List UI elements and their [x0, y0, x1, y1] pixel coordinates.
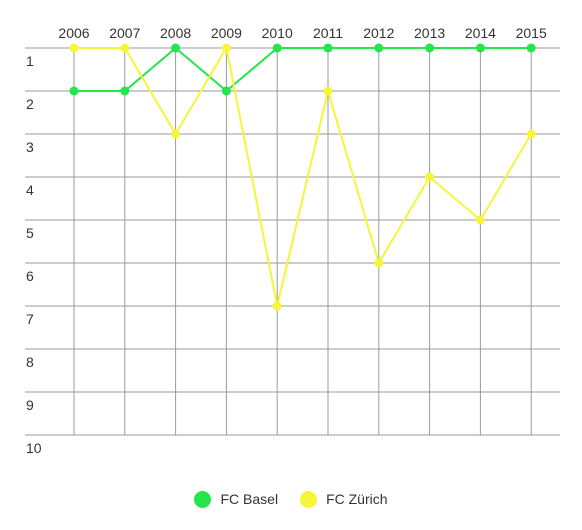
y-tick-label: 7 [26, 311, 34, 327]
legend-label: FC Basel [220, 491, 279, 507]
series-line [74, 47, 533, 307]
x-tick-label: 2008 [160, 25, 191, 41]
y-tick-label: 8 [26, 354, 34, 370]
series-fc-zurich [69, 43, 536, 311]
series-group [69, 43, 536, 311]
data-point[interactable] [272, 43, 282, 53]
y-tick-label: 9 [26, 397, 34, 413]
legend-label: FC Zürich [326, 491, 388, 507]
x-tick-label: 2012 [363, 25, 394, 41]
y-tick-label: 1 [26, 53, 34, 69]
data-point[interactable] [425, 43, 435, 53]
series-fc-basel [69, 43, 536, 96]
x-tick-label: 2013 [414, 25, 445, 41]
y-tick-label: 3 [26, 139, 34, 155]
y-tick-label: 2 [26, 96, 34, 112]
legend-swatch-fc-basel [194, 490, 212, 508]
x-tick-label: 2009 [211, 25, 242, 41]
y-tick-label: 6 [26, 268, 34, 284]
data-point[interactable] [475, 215, 485, 225]
data-point[interactable] [171, 129, 181, 139]
data-point[interactable] [526, 43, 536, 53]
legend-swatch-fc-zurich [300, 490, 318, 508]
legend: FC Basel FC Zürich [0, 486, 582, 512]
data-point[interactable] [374, 258, 384, 268]
x-tick-label: 2006 [58, 25, 89, 41]
x-tick-label: 2011 [313, 25, 343, 41]
x-tick-label: 2014 [465, 25, 496, 41]
data-point[interactable] [374, 43, 384, 53]
line-chart: 2006 2007 2008 2009 2010 2011 2012 2013 2014 2015… [25, 25, 560, 456]
data-point[interactable] [475, 43, 485, 53]
legend-item-fc-basel[interactable]: FC Basel [194, 490, 279, 508]
data-point[interactable] [69, 86, 79, 96]
x-tick-label: 2007 [109, 25, 140, 41]
data-point[interactable] [526, 129, 536, 139]
y-axis-ticks: 1 2 3 4 5 6 7 8 9 10 [26, 53, 42, 456]
x-tick-label: 2010 [262, 25, 293, 41]
legend-item-fc-zurich[interactable]: FC Zürich [300, 490, 388, 508]
data-point[interactable] [425, 172, 435, 182]
data-point[interactable] [221, 86, 231, 96]
x-tick-label: 2015 [516, 25, 547, 41]
data-point[interactable] [120, 86, 130, 96]
data-point[interactable] [323, 86, 333, 96]
series-line [74, 47, 532, 92]
y-tick-label: 4 [26, 182, 34, 198]
data-point[interactable] [69, 43, 79, 53]
y-tick-label: 10 [26, 440, 42, 456]
data-point[interactable] [120, 43, 130, 53]
y-tick-label: 5 [26, 225, 34, 241]
x-axis-ticks: 2006 2007 2008 2009 2010 2011 2012 2013 2014 2015 [58, 25, 547, 41]
grid [25, 47, 560, 436]
data-point[interactable] [323, 43, 333, 53]
data-point[interactable] [171, 43, 181, 53]
data-point[interactable] [272, 301, 282, 311]
data-point[interactable] [221, 43, 231, 53]
